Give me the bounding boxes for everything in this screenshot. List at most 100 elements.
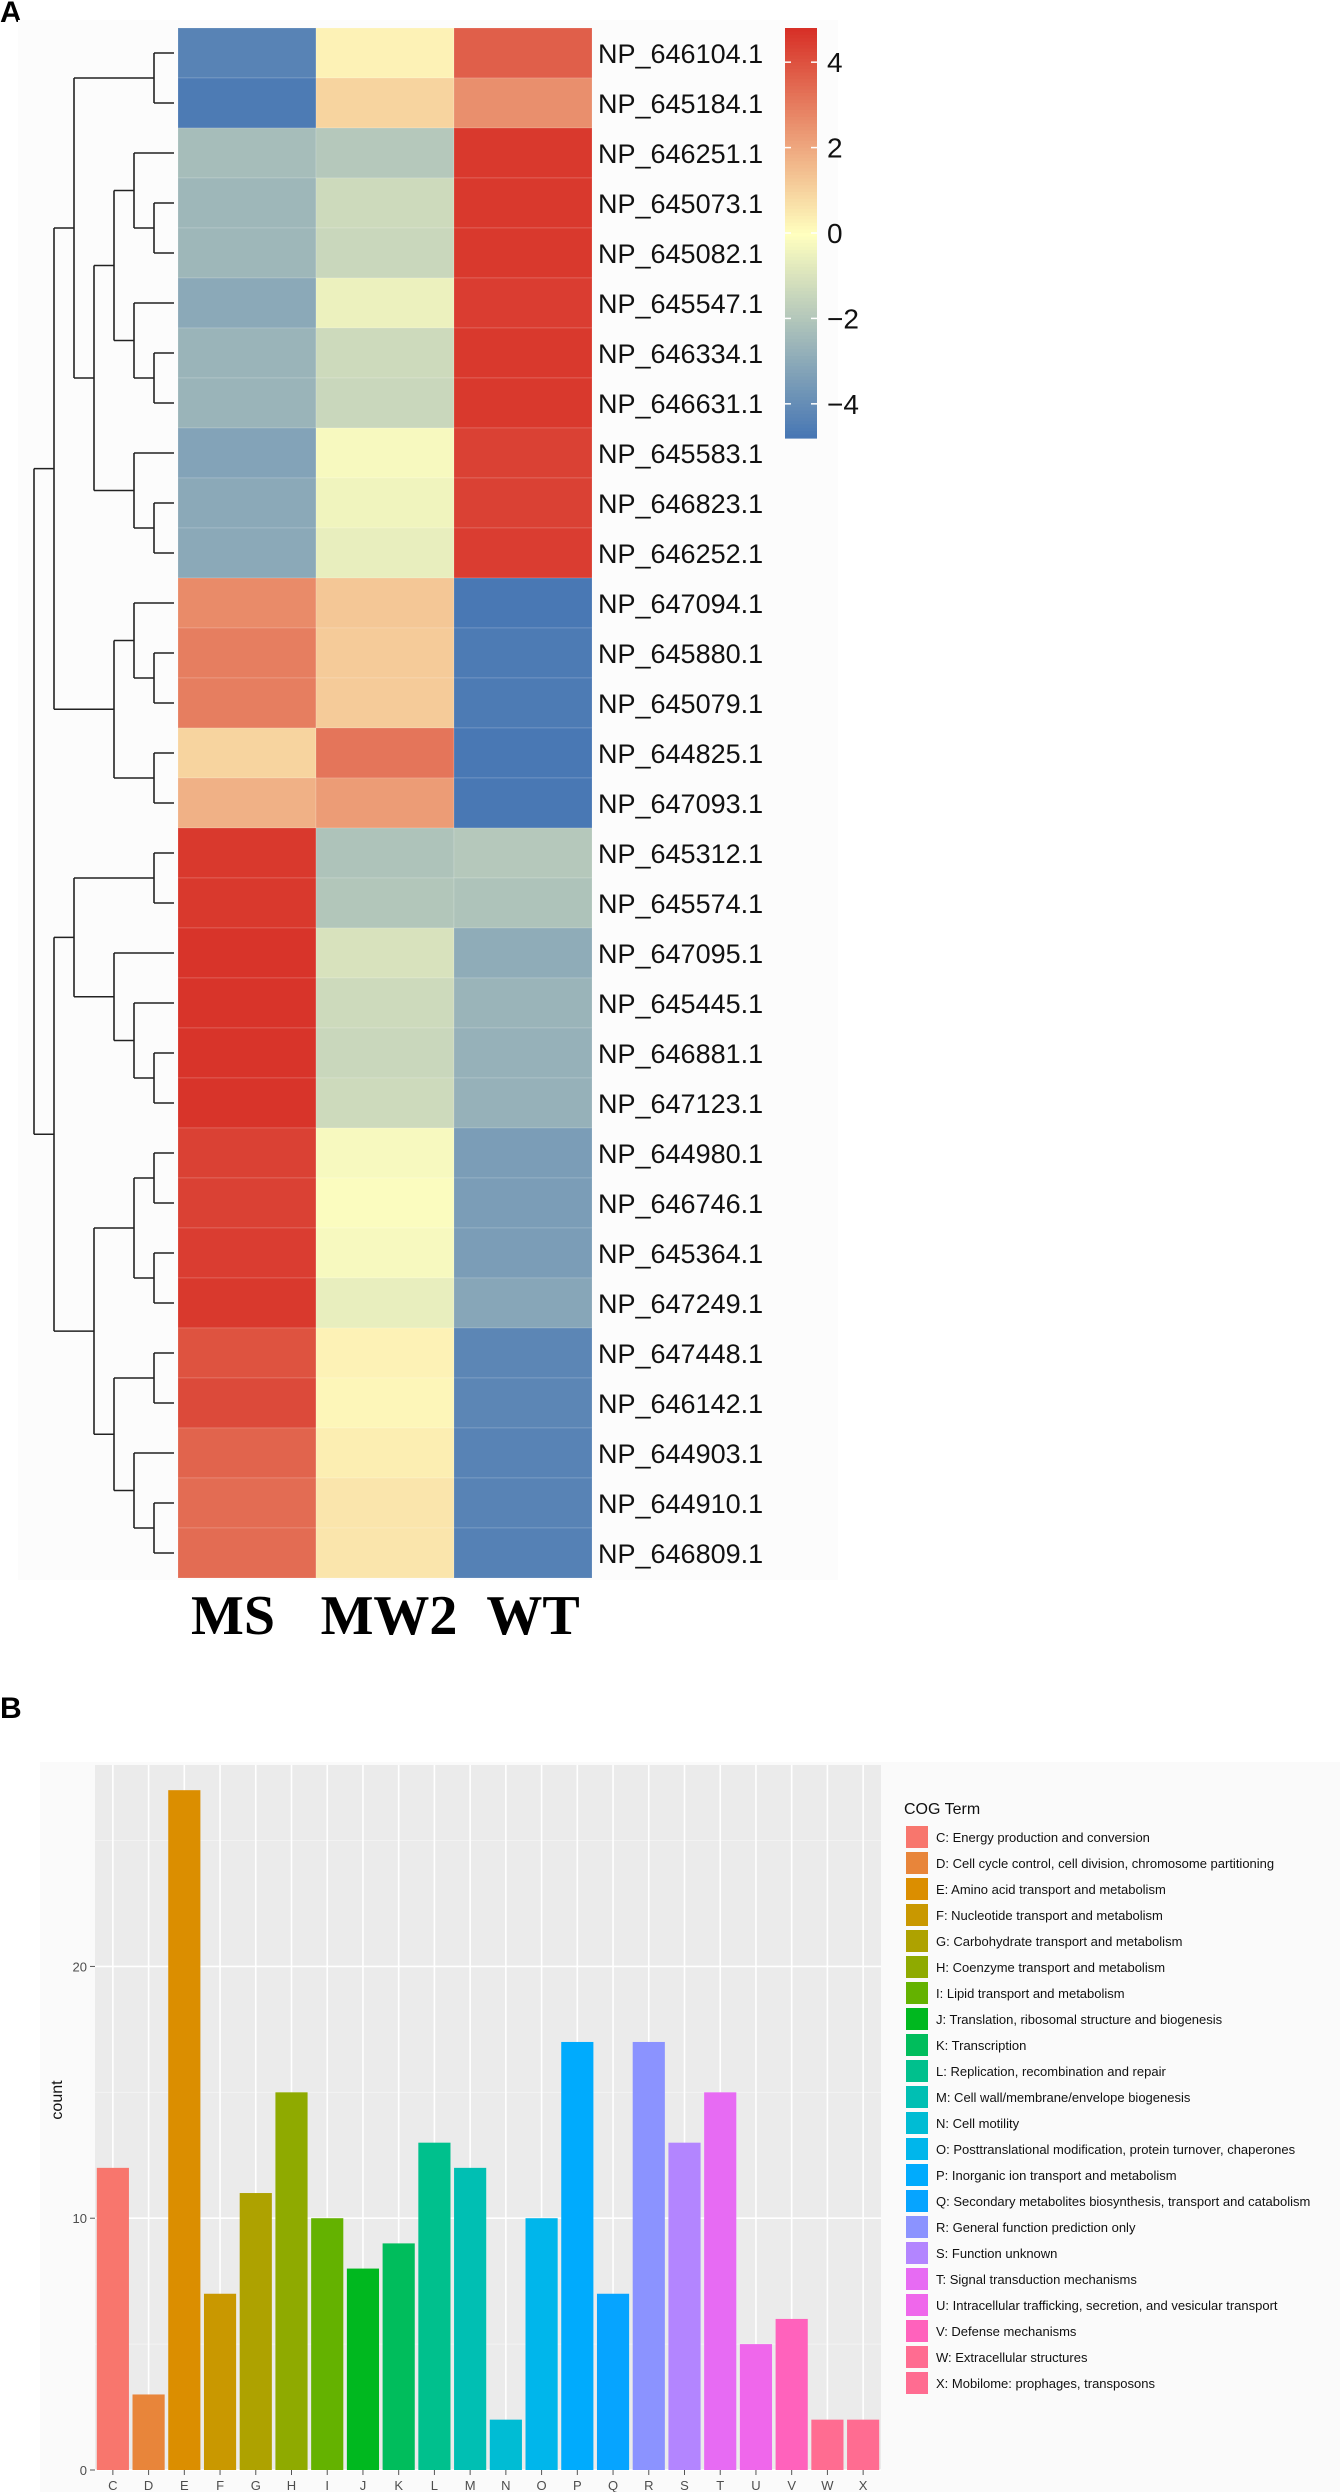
color-scale-step [785,181,817,186]
color-scale-step [785,65,817,70]
x-tick-label: N [501,2478,510,2492]
heatmap-cell [453,127,593,179]
heatmap-cell [315,527,455,579]
color-scale-step [785,202,817,207]
heatmap-cell [453,477,593,529]
heatmap-cell [453,627,593,679]
row-label: NP_646631.1 [598,389,763,419]
color-scale-step [785,256,817,261]
legend-label: K: Transcription [936,2038,1026,2053]
heatmap-cell [315,1527,455,1579]
color-scale-step [785,434,817,439]
color-scale-step [785,55,817,60]
heatmap-cell [177,477,317,529]
color-scale-step [785,386,817,391]
color-scale-step [785,133,817,138]
color-scale-step [785,103,817,108]
color-scale-step [785,229,817,234]
heatmap-cell [453,877,593,929]
bar-e [168,1790,201,2470]
heatmap-cell [315,977,455,1029]
color-scale-step [785,246,817,251]
heatmap-cell [177,227,317,279]
color-scale-step [785,342,817,347]
heatmap-cell [453,77,593,129]
heatmap-cell [315,1377,455,1429]
heatmap-cell [453,1327,593,1379]
color-scale-step [785,280,817,285]
color-scale-step [785,48,817,53]
x-tick-label: U [751,2478,760,2492]
row-label: NP_644980.1 [598,1139,763,1169]
row-label: NP_646746.1 [598,1189,763,1219]
x-tick-label: O [537,2478,547,2492]
legend-swatch [906,1826,928,1848]
color-scale-step [785,325,817,330]
row-dendrogram [33,52,174,1554]
color-scale-step [785,137,817,142]
heatmap-cell [453,227,593,279]
legend-label: I: Lipid transport and metabolism [936,1986,1125,2001]
row-label: NP_644903.1 [598,1439,763,1469]
color-scale-step [785,366,817,371]
heatmap-cell [315,1277,455,1329]
y-axis-title: count [49,2080,66,2120]
heatmap-cell [315,1027,455,1079]
heatmap-cell [315,627,455,679]
legend-label: O: Posttranslational modification, prote… [936,2142,1296,2157]
bar-c [96,2167,129,2470]
color-scale-step [785,335,817,340]
row-label: NP_646251.1 [598,139,763,169]
color-scale-step [785,171,817,176]
heatmap-cell [453,427,593,479]
color-scale-step [785,400,817,405]
heatmap-cell [315,27,455,79]
x-tick-label: G [251,2478,261,2492]
color-scale-step [785,379,817,384]
bar-u [739,2344,773,2470]
color-scale-step [785,185,817,190]
row-label: NP_645073.1 [598,189,763,219]
heatmap-cell [177,977,317,1029]
legend-swatch [906,2216,928,2238]
color-scale-step [785,308,817,313]
color-scale-step [785,373,817,378]
color-scale-step [785,215,817,220]
legend-label: H: Coenzyme transport and metabolism [936,1960,1165,1975]
color-scale-step [785,209,817,214]
row-label: NP_646809.1 [598,1539,763,1569]
heatmap-cell [177,627,317,679]
bar-g [239,2193,272,2470]
row-label: NP_647123.1 [598,1089,763,1119]
color-scale-step [785,28,817,33]
bar-j [346,2268,380,2470]
x-tick-label: L [431,2478,438,2492]
heatmap-cell [453,1277,593,1329]
color-scale-step [785,164,817,169]
heatmap-cell [315,1227,455,1279]
row-label: NP_645082.1 [598,239,763,269]
row-label: NP_645079.1 [598,689,763,719]
color-scale-step [785,75,817,80]
legend-label: G: Carbohydrate transport and metabolism [936,1934,1182,1949]
legend-swatch [906,2346,928,2368]
color-scale-step [785,69,817,74]
row-label: NP_646334.1 [598,339,763,369]
color-scale-step [785,315,817,320]
color-scale-step [785,397,817,402]
heatmap-cell [315,377,455,429]
color-scale-step [785,174,817,179]
legend-swatch [906,1878,928,1900]
color-scale-step [785,127,817,132]
heatmap-cell [177,277,317,329]
bar-s [668,2142,701,2470]
heatmap-cell [177,77,317,129]
heatmap-cell [453,1377,593,1429]
color-scale-step [785,113,817,118]
heatmap-cell [177,427,317,479]
heatmap-cell [453,827,593,879]
legend-swatch [906,1904,928,1926]
row-label: NP_645880.1 [598,639,763,669]
color-scale-step [785,284,817,289]
color-scale-step [785,233,817,238]
